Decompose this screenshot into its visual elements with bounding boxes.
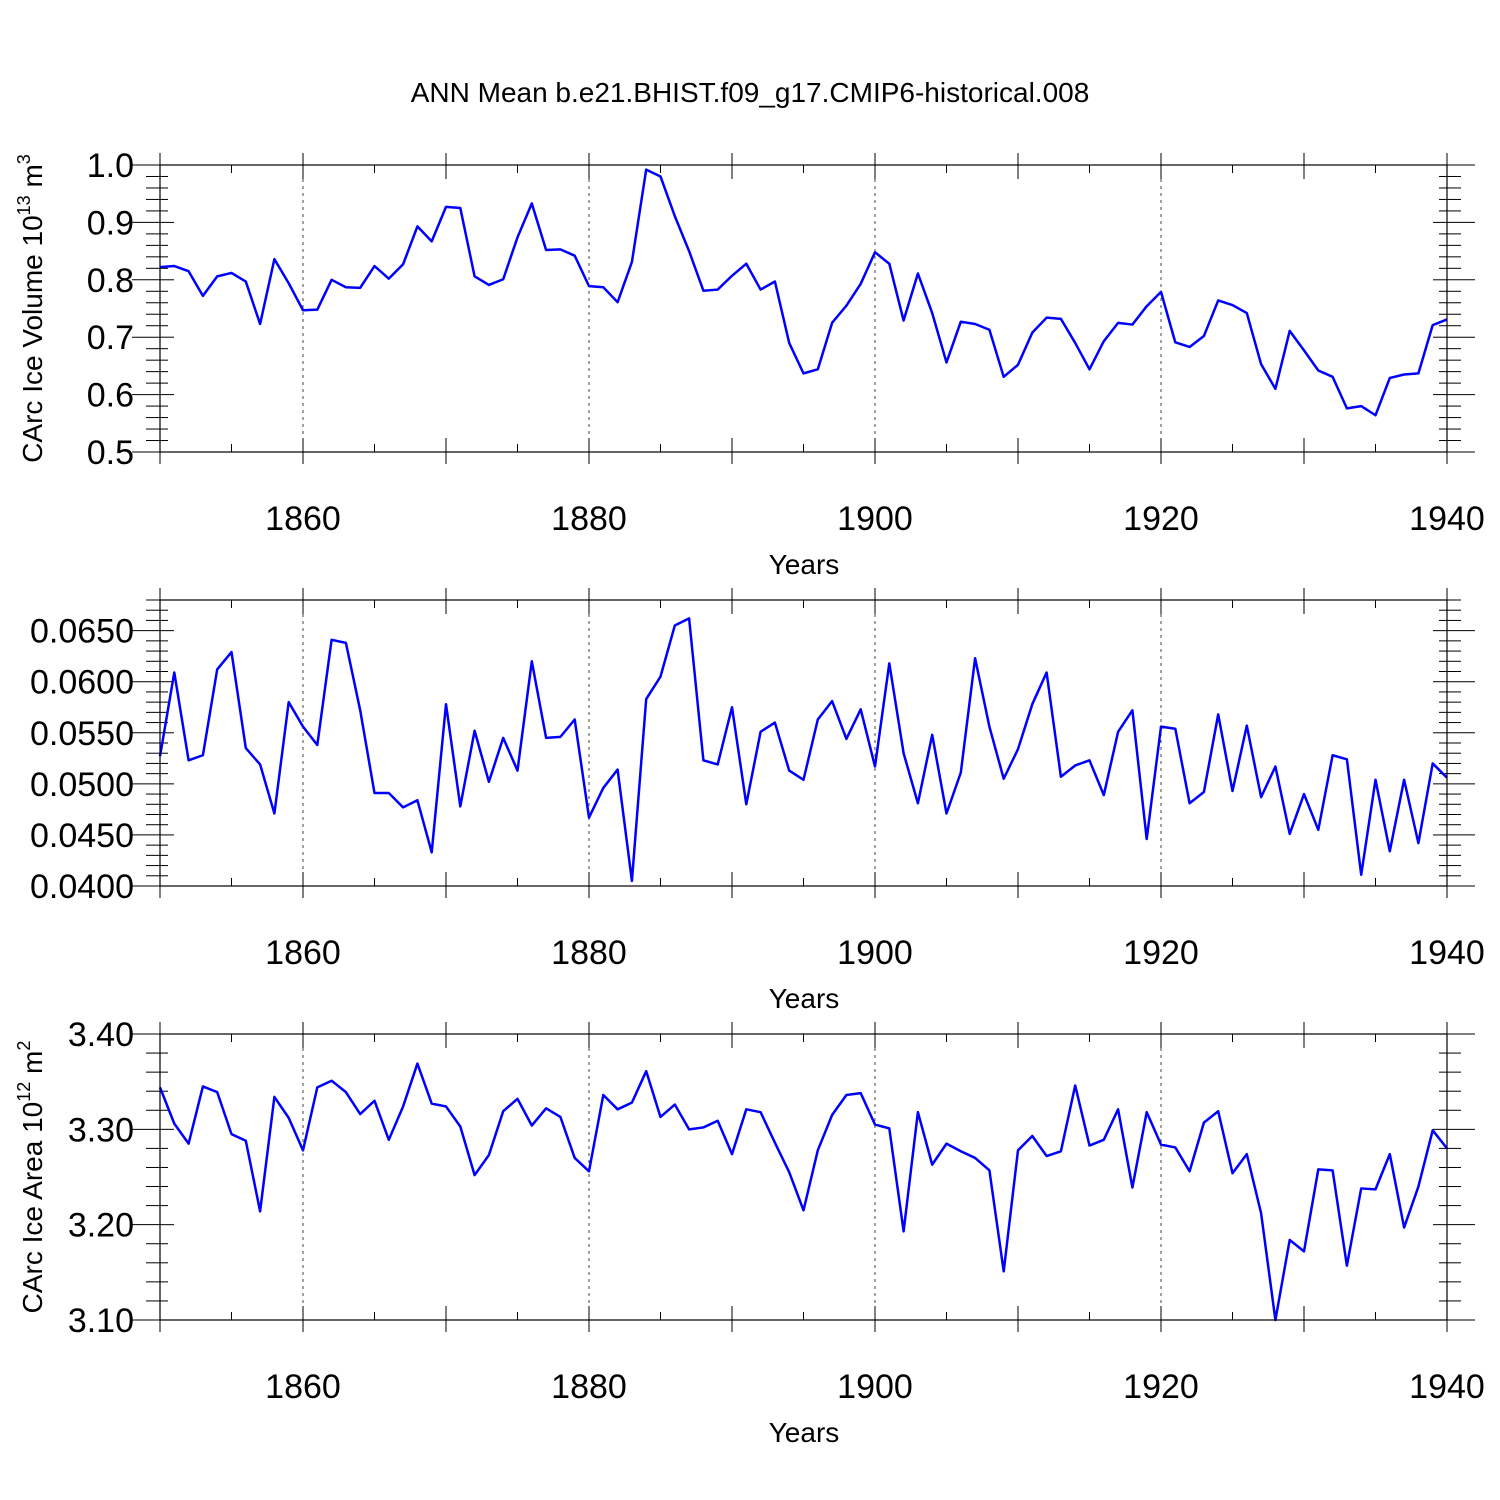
series-line — [158, 617, 1448, 883]
y-axis-label-exponent: 13 — [14, 195, 34, 215]
series-line — [159, 168, 1448, 417]
x-tick-label: 1920 — [1123, 500, 1199, 538]
y-axis-label-unit: m — [17, 1051, 48, 1082]
x-axis-label: Years — [769, 1417, 840, 1448]
y-tick-label: 0.0400 — [30, 868, 134, 906]
y-tick-label: 0.9 — [87, 204, 134, 242]
panel-3: 3.10 3.20 3.30 3.40 1860 1880 1900 1920 1940 Year… — [14, 1016, 1485, 1448]
x-tick-label: 1860 — [265, 500, 341, 538]
y-tick-label: 1.0 — [87, 147, 134, 185]
x-tick-label: 1920 — [1123, 934, 1199, 972]
y-axis-label-unit: m — [17, 164, 48, 195]
x-tick-label: 1860 — [265, 1368, 341, 1406]
x-tick-label: 1940 — [1409, 1368, 1485, 1406]
y-axis-label: CArc Ice Volume 1013 m3 — [14, 154, 48, 463]
y-axis-label-unit-exponent: 3 — [14, 154, 34, 164]
series-line — [158, 1062, 1448, 1322]
y-axis-label-base: CArc Ice Area 10 — [17, 1102, 48, 1314]
x-tick-label: 1860 — [265, 934, 341, 972]
y-tick-label: 0.0600 — [30, 664, 134, 702]
chart-panels: 0.5 0.6 0.7 0.8 0.9 1.0 1860 1880 1900 1920 1940 Ye… — [14, 147, 1485, 1448]
y-tick-label: 0.0500 — [30, 766, 134, 804]
panel-1: 0.5 0.6 0.7 0.8 0.9 1.0 1860 1880 1900 1920 1940 Ye… — [14, 147, 1485, 580]
y-tick-label: 3.20 — [68, 1207, 134, 1245]
y-tick-label: 0.5 — [87, 434, 134, 472]
plot-frame — [159, 164, 1448, 453]
y-tick-label: 0.0650 — [30, 613, 134, 651]
x-tick-label: 1900 — [837, 500, 913, 538]
y-tick-label: 0.0450 — [30, 817, 134, 855]
chart-title: ANN Mean b.e21.BHIST.f09_g17.CMIP6-histo… — [411, 77, 1090, 108]
x-tick-label: 1940 — [1409, 934, 1485, 972]
y-tick-label: 0.7 — [87, 319, 134, 357]
y-axis-label: CArc Ice Area 1012 m2 — [14, 1041, 48, 1314]
x-axis-label: Years — [769, 983, 840, 1014]
y-tick-label: 3.30 — [68, 1111, 134, 1149]
y-tick-label: 0.0550 — [30, 715, 134, 753]
panel-2: 0.0400 0.0450 0.0500 0.0550 0.0600 0.0650 1860… — [30, 588, 1485, 1014]
x-tick-label: 1880 — [551, 1368, 627, 1406]
plot-frame — [159, 1033, 1448, 1321]
x-tick-label: 1880 — [551, 934, 627, 972]
y-axis-label-unit-exponent: 2 — [14, 1041, 34, 1051]
x-tick-label: 1900 — [837, 1368, 913, 1406]
y-tick-label: 3.40 — [68, 1016, 134, 1054]
y-tick-label: 0.8 — [87, 262, 134, 300]
x-tick-label: 1900 — [837, 934, 913, 972]
plot-frame — [159, 599, 1448, 887]
x-tick-label: 1940 — [1409, 500, 1485, 538]
y-axis-label-exponent: 12 — [14, 1082, 34, 1102]
y-tick-label: 3.10 — [68, 1302, 134, 1340]
y-tick-label: 0.6 — [87, 377, 134, 415]
x-tick-label: 1920 — [1123, 1368, 1199, 1406]
x-axis-label: Years — [769, 549, 840, 580]
y-axis-label-base: CArc Ice Volume 10 — [17, 215, 48, 462]
x-tick-label: 1880 — [551, 500, 627, 538]
